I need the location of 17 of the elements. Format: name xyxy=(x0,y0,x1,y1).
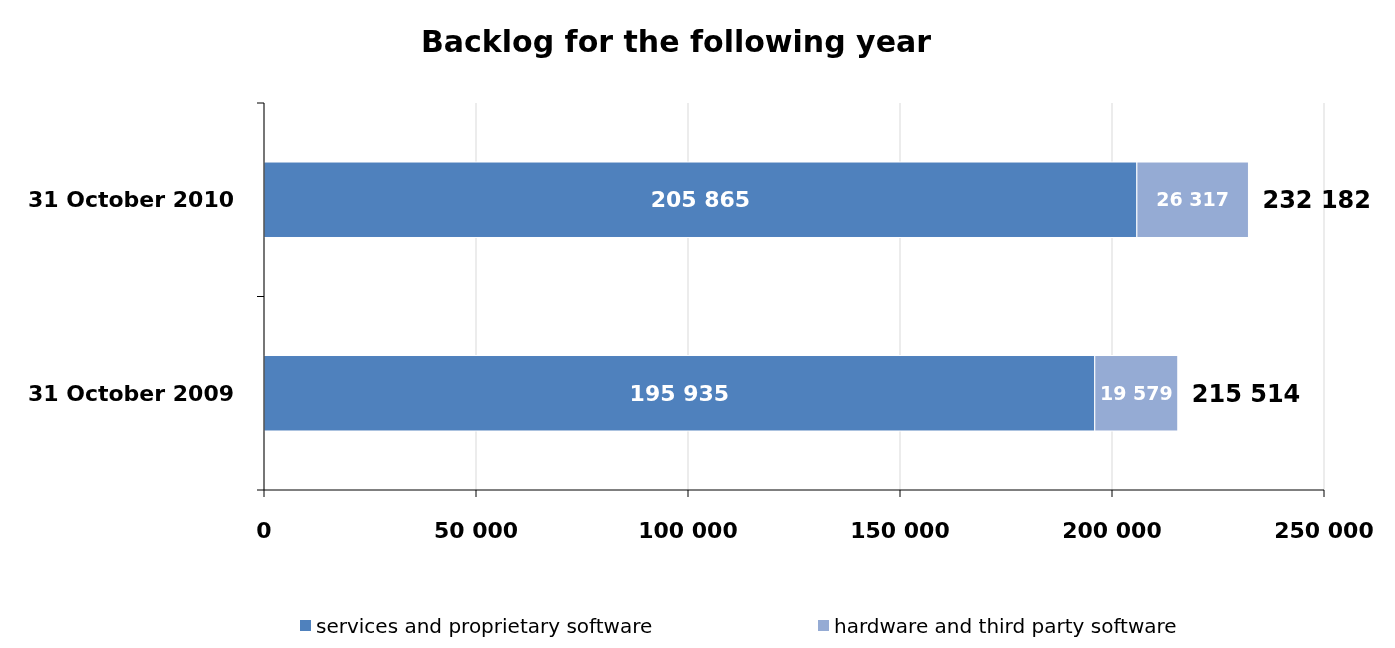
data-label: 19 579 xyxy=(1099,381,1173,404)
y-tick-label: 31 October 2010 xyxy=(27,187,234,213)
chart-title: Backlog for the following year xyxy=(420,24,932,59)
data-label: 195 935 xyxy=(629,380,730,406)
legend-label: hardware and third party software xyxy=(834,614,1177,638)
x-tick-label: 250 000 xyxy=(1274,518,1374,543)
x-tick-label: 50 000 xyxy=(433,518,519,543)
x-tick-label: 200 000 xyxy=(1062,518,1162,543)
data-label: 205 865 xyxy=(650,187,751,213)
x-tick-label: 150 000 xyxy=(850,518,950,543)
total-label: 215 514 xyxy=(1191,379,1301,408)
total-label: 232 182 xyxy=(1262,186,1372,215)
y-tick-label: 31 October 2009 xyxy=(27,380,234,406)
x-tick-label: 100 000 xyxy=(638,518,738,543)
data-label: 26 317 xyxy=(1156,188,1230,211)
x-tick-label: 0 xyxy=(256,518,272,543)
legend-label: services and proprietary software xyxy=(316,614,653,638)
